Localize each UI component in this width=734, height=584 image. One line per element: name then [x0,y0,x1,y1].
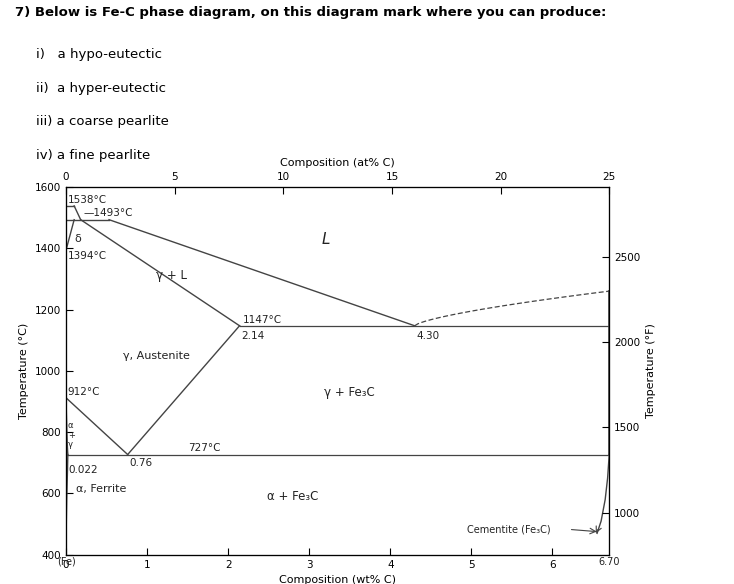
Y-axis label: Temperature (°C): Temperature (°C) [19,323,29,419]
Y-axis label: Temperature (°F): Temperature (°F) [646,324,656,418]
Text: ii)  a hyper-eutectic: ii) a hyper-eutectic [37,82,167,95]
Text: (Fe): (Fe) [57,557,76,567]
Text: 0.76: 0.76 [129,458,153,468]
Text: 727°C: 727°C [188,443,220,453]
Text: γ + Fe₃C: γ + Fe₃C [324,386,375,399]
Text: 1538°C: 1538°C [68,194,107,204]
Text: α + Fe₃C: α + Fe₃C [267,490,319,503]
Text: δ: δ [74,234,81,244]
Text: 4.30: 4.30 [416,331,440,341]
Text: Cementite (Fe₃C): Cementite (Fe₃C) [468,524,551,534]
Text: γ, Austenite: γ, Austenite [123,350,189,360]
Text: α, Ferrite: α, Ferrite [76,484,126,494]
Text: 912°C: 912°C [68,387,100,397]
Text: 1147°C: 1147°C [243,315,282,325]
Text: L: L [321,231,330,246]
X-axis label: Composition (wt% C): Composition (wt% C) [279,575,396,584]
Text: iii) a coarse pearlite: iii) a coarse pearlite [37,115,170,128]
Text: iv) a fine pearlite: iv) a fine pearlite [37,148,150,162]
Text: i)   a hypo-eutectic: i) a hypo-eutectic [37,48,162,61]
Text: γ + L: γ + L [156,269,187,282]
Text: α
+
γ: α + γ [68,421,75,450]
Text: 0.022: 0.022 [68,465,98,475]
Text: 7) Below is Fe-C phase diagram, on this diagram mark where you can produce:: 7) Below is Fe-C phase diagram, on this … [15,6,606,19]
X-axis label: Composition (at% C): Composition (at% C) [280,158,395,168]
Text: 6.70: 6.70 [598,557,620,567]
Text: 1394°C: 1394°C [68,251,107,261]
Text: 2.14: 2.14 [241,331,264,341]
Text: —1493°C: —1493°C [84,208,134,218]
